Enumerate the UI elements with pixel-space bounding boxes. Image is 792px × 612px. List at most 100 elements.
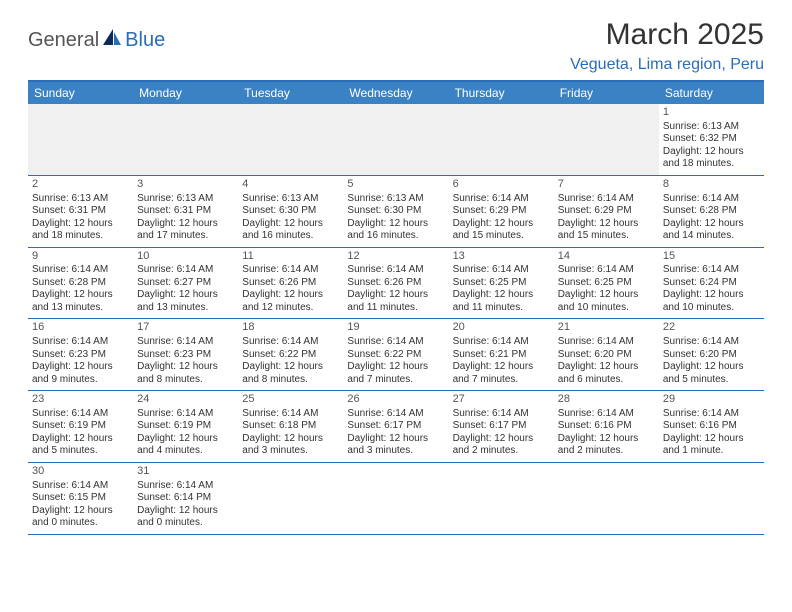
daylight-line-2: and 1 minute.: [663, 445, 760, 458]
sunrise-line: Sunrise: 6:14 AM: [137, 264, 234, 277]
weeks-container: 1Sunrise: 6:13 AMSunset: 6:32 PMDaylight…: [28, 104, 764, 535]
sunrise-line: Sunrise: 6:14 AM: [453, 408, 550, 421]
daylight-line-1: Daylight: 12 hours: [558, 361, 655, 374]
day-number: 29: [663, 393, 760, 407]
day-number: 2: [32, 178, 129, 192]
calendar-cell: 7Sunrise: 6:14 AMSunset: 6:29 PMDaylight…: [554, 176, 659, 247]
sunrise-line: Sunrise: 6:14 AM: [32, 480, 129, 493]
day-number: 16: [32, 321, 129, 335]
sunrise-line: Sunrise: 6:14 AM: [558, 336, 655, 349]
sunrise-line: Sunrise: 6:14 AM: [347, 408, 444, 421]
daylight-line-2: and 8 minutes.: [137, 374, 234, 387]
day-number: 27: [453, 393, 550, 407]
daylight-line-1: Daylight: 12 hours: [137, 218, 234, 231]
calendar-cell: 20Sunrise: 6:14 AMSunset: 6:21 PMDayligh…: [449, 319, 554, 390]
title-block: March 2025 Vegueta, Lima region, Peru: [570, 18, 764, 74]
sunset-line: Sunset: 6:17 PM: [347, 420, 444, 433]
calendar-cell: 30Sunrise: 6:14 AMSunset: 6:15 PMDayligh…: [28, 463, 133, 534]
day-number: 4: [242, 178, 339, 192]
calendar-week: 1Sunrise: 6:13 AMSunset: 6:32 PMDaylight…: [28, 104, 764, 176]
daylight-line-1: Daylight: 12 hours: [32, 505, 129, 518]
sunset-line: Sunset: 6:29 PM: [558, 205, 655, 218]
sunrise-line: Sunrise: 6:13 AM: [242, 193, 339, 206]
daylight-line-1: Daylight: 12 hours: [242, 361, 339, 374]
day-header: Saturday: [659, 82, 764, 104]
calendar-week: 2Sunrise: 6:13 AMSunset: 6:31 PMDaylight…: [28, 176, 764, 248]
daylight-line-1: Daylight: 12 hours: [347, 433, 444, 446]
calendar-cell: 1Sunrise: 6:13 AMSunset: 6:32 PMDaylight…: [659, 104, 764, 175]
calendar-cell: 10Sunrise: 6:14 AMSunset: 6:27 PMDayligh…: [133, 248, 238, 319]
daylight-line-2: and 3 minutes.: [347, 445, 444, 458]
calendar-cell: [554, 463, 659, 534]
sunset-line: Sunset: 6:21 PM: [453, 349, 550, 362]
calendar-cell: 31Sunrise: 6:14 AMSunset: 6:14 PMDayligh…: [133, 463, 238, 534]
sunset-line: Sunset: 6:32 PM: [663, 133, 760, 146]
calendar-cell: 8Sunrise: 6:14 AMSunset: 6:28 PMDaylight…: [659, 176, 764, 247]
daylight-line-2: and 9 minutes.: [32, 374, 129, 387]
daylight-line-1: Daylight: 12 hours: [663, 289, 760, 302]
daylight-line-2: and 7 minutes.: [453, 374, 550, 387]
daylight-line-1: Daylight: 12 hours: [242, 218, 339, 231]
calendar-cell: 6Sunrise: 6:14 AMSunset: 6:29 PMDaylight…: [449, 176, 554, 247]
sunrise-line: Sunrise: 6:14 AM: [558, 408, 655, 421]
month-title: March 2025: [570, 18, 764, 52]
calendar-cell: [659, 463, 764, 534]
daylight-line-2: and 14 minutes.: [663, 230, 760, 243]
calendar-cell: 9Sunrise: 6:14 AMSunset: 6:28 PMDaylight…: [28, 248, 133, 319]
sunset-line: Sunset: 6:30 PM: [347, 205, 444, 218]
day-number: 22: [663, 321, 760, 335]
calendar-week: 9Sunrise: 6:14 AMSunset: 6:28 PMDaylight…: [28, 248, 764, 320]
day-number: 25: [242, 393, 339, 407]
daylight-line-1: Daylight: 12 hours: [558, 218, 655, 231]
sunrise-line: Sunrise: 6:14 AM: [558, 264, 655, 277]
sunrise-line: Sunrise: 6:14 AM: [453, 336, 550, 349]
calendar-cell: [554, 104, 659, 175]
daylight-line-1: Daylight: 12 hours: [32, 289, 129, 302]
calendar-cell: 18Sunrise: 6:14 AMSunset: 6:22 PMDayligh…: [238, 319, 343, 390]
calendar-cell: [238, 463, 343, 534]
day-number: 12: [347, 250, 444, 264]
day-number: 8: [663, 178, 760, 192]
calendar-cell: [449, 463, 554, 534]
daylight-line-1: Daylight: 12 hours: [453, 361, 550, 374]
calendar-cell: 4Sunrise: 6:13 AMSunset: 6:30 PMDaylight…: [238, 176, 343, 247]
page-header: General Blue March 2025 Vegueta, Lima re…: [28, 18, 764, 74]
calendar-cell: 28Sunrise: 6:14 AMSunset: 6:16 PMDayligh…: [554, 391, 659, 462]
daylight-line-1: Daylight: 12 hours: [242, 433, 339, 446]
daylight-line-1: Daylight: 12 hours: [453, 218, 550, 231]
calendar-cell: 22Sunrise: 6:14 AMSunset: 6:20 PMDayligh…: [659, 319, 764, 390]
calendar-cell: [449, 104, 554, 175]
sunrise-line: Sunrise: 6:14 AM: [453, 264, 550, 277]
daylight-line-1: Daylight: 12 hours: [453, 433, 550, 446]
sunset-line: Sunset: 6:28 PM: [663, 205, 760, 218]
calendar-cell: 29Sunrise: 6:14 AMSunset: 6:16 PMDayligh…: [659, 391, 764, 462]
logo: General Blue: [28, 18, 165, 53]
daylight-line-2: and 18 minutes.: [32, 230, 129, 243]
calendar-week: 23Sunrise: 6:14 AMSunset: 6:19 PMDayligh…: [28, 391, 764, 463]
sunrise-line: Sunrise: 6:14 AM: [453, 193, 550, 206]
day-number: 28: [558, 393, 655, 407]
calendar-cell: 24Sunrise: 6:14 AMSunset: 6:19 PMDayligh…: [133, 391, 238, 462]
day-number: 14: [558, 250, 655, 264]
sunset-line: Sunset: 6:16 PM: [558, 420, 655, 433]
sunrise-line: Sunrise: 6:14 AM: [663, 408, 760, 421]
day-number: 23: [32, 393, 129, 407]
daylight-line-2: and 5 minutes.: [32, 445, 129, 458]
day-number: 3: [137, 178, 234, 192]
daylight-line-2: and 13 minutes.: [32, 302, 129, 315]
daylight-line-1: Daylight: 12 hours: [347, 361, 444, 374]
sunrise-line: Sunrise: 6:14 AM: [32, 264, 129, 277]
day-number: 13: [453, 250, 550, 264]
daylight-line-1: Daylight: 12 hours: [663, 218, 760, 231]
calendar-cell: 2Sunrise: 6:13 AMSunset: 6:31 PMDaylight…: [28, 176, 133, 247]
daylight-line-2: and 2 minutes.: [453, 445, 550, 458]
day-number: 6: [453, 178, 550, 192]
daylight-line-2: and 18 minutes.: [663, 158, 760, 171]
daylight-line-2: and 5 minutes.: [663, 374, 760, 387]
calendar-week: 30Sunrise: 6:14 AMSunset: 6:15 PMDayligh…: [28, 463, 764, 535]
sunrise-line: Sunrise: 6:14 AM: [137, 336, 234, 349]
day-number: 9: [32, 250, 129, 264]
day-number: 18: [242, 321, 339, 335]
calendar-cell: [133, 104, 238, 175]
daylight-line-1: Daylight: 12 hours: [663, 433, 760, 446]
